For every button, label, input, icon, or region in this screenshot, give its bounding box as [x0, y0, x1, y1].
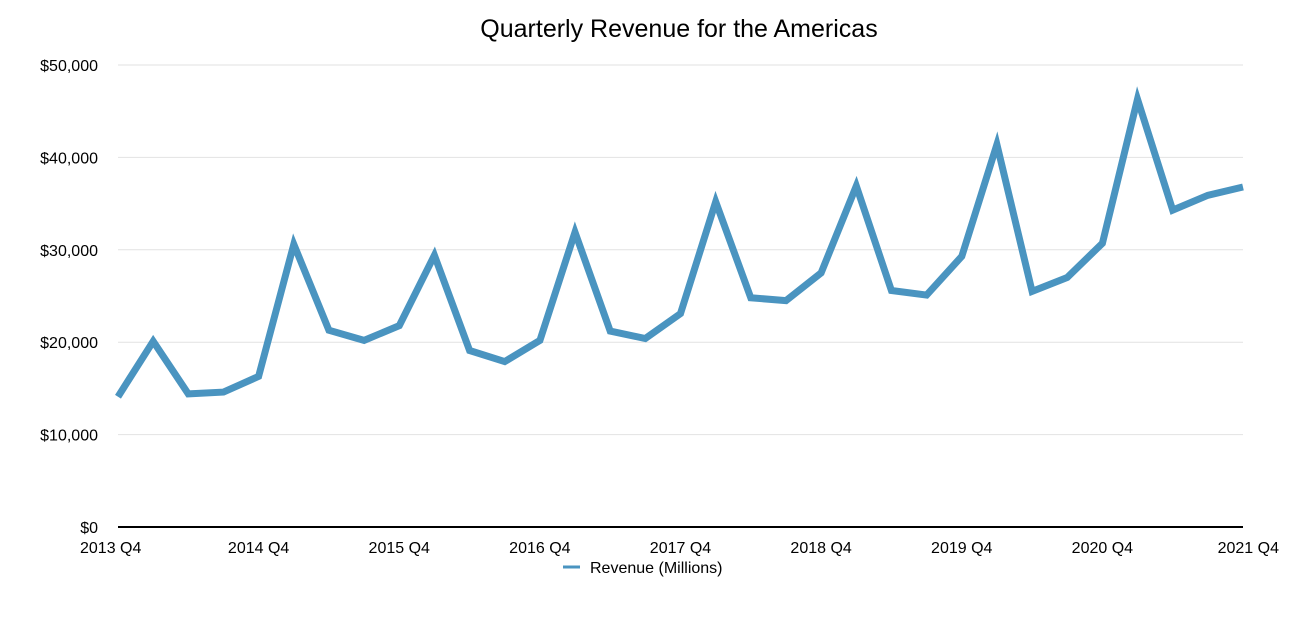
legend-label: Revenue (Millions) [590, 560, 723, 577]
x-tick-label: 2015 Q4 [369, 540, 430, 557]
series-line-revenue [115, 86, 1244, 399]
legend: Revenue (Millions) [563, 560, 723, 577]
x-tick-label: 2017 Q4 [650, 540, 711, 557]
y-tick-label: $30,000 [40, 243, 98, 260]
chart-title: Quarterly Revenue for the Americas [480, 15, 877, 43]
x-axis-ticks: 2013 Q4 2014 Q4 2015 Q4 2016 Q4 2017 Q4 2018 … [80, 540, 1279, 557]
y-tick-label: $10,000 [40, 428, 98, 445]
y-tick-label: $40,000 [40, 150, 98, 167]
y-axis-ticks: $0 $10,000 $20,000 $30,000 $40,000 $50,000 [40, 58, 98, 537]
y-tick-label: $20,000 [40, 335, 98, 352]
x-tick-label: 2013 Q4 [80, 540, 141, 557]
y-tick-label: $0 [80, 520, 98, 537]
x-tick-label: 2016 Q4 [509, 540, 570, 557]
series-lines [115, 86, 1244, 399]
gridlines [118, 64, 1243, 436]
y-tick-label: $50,000 [40, 58, 98, 75]
x-tick-label: 2021 Q4 [1218, 540, 1279, 557]
x-tick-label: 2018 Q4 [790, 540, 851, 557]
x-tick-label: 2019 Q4 [931, 540, 992, 557]
x-tick-label: 2020 Q4 [1072, 540, 1133, 557]
x-tick-label: 2014 Q4 [228, 540, 289, 557]
